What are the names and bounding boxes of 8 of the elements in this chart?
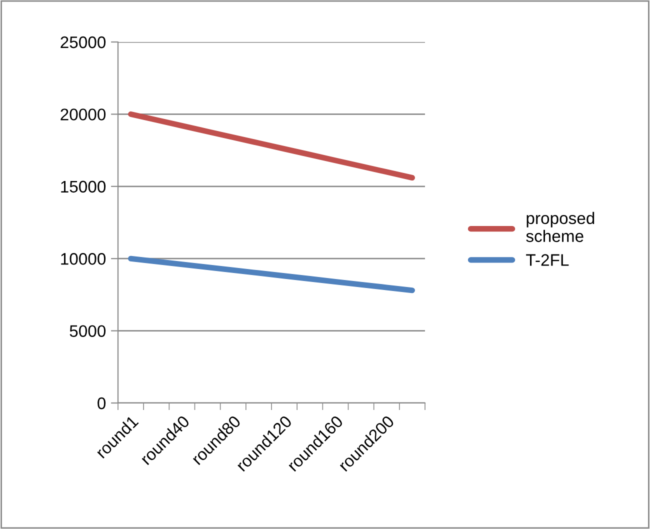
y-tick-label: 0 bbox=[98, 397, 106, 410]
legend-label: T-2FL bbox=[526, 254, 569, 266]
y-tick-label: 25000 bbox=[60, 36, 106, 48]
y-tick-label: 15000 bbox=[61, 180, 106, 193]
y-tick-label: 5000 bbox=[70, 325, 106, 338]
y-tick-label: 20000 bbox=[60, 108, 106, 120]
legend-label: proposed scheme bbox=[526, 212, 594, 242]
y-tick-label: 10000 bbox=[61, 253, 106, 265]
